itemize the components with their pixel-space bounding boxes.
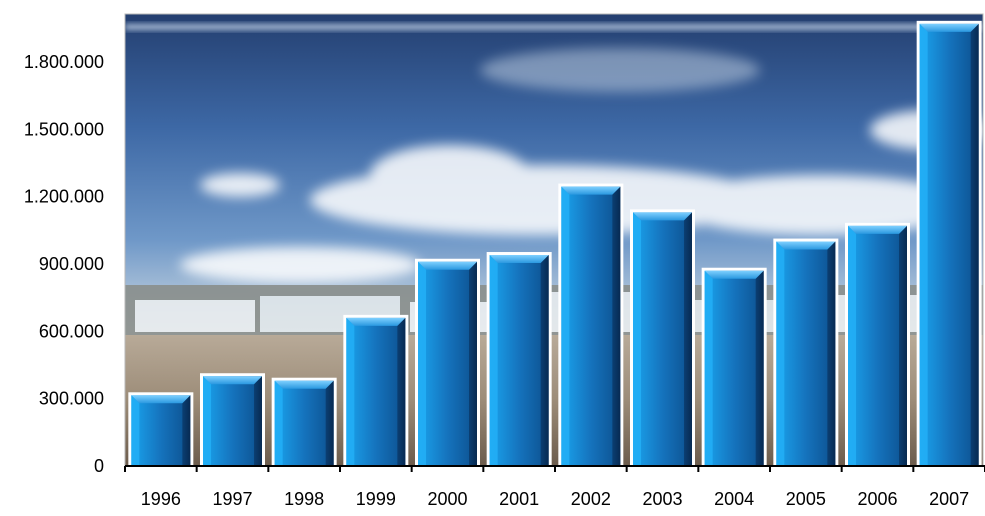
- y-tick-label: 1.200.000: [24, 187, 104, 207]
- bar: [558, 183, 624, 467]
- y-tick-label: 900.000: [39, 254, 104, 274]
- y-tick-label: 0: [94, 456, 104, 476]
- bar: [845, 222, 910, 466]
- background-photo: [125, 14, 983, 466]
- bar: [773, 238, 839, 466]
- bar: [271, 377, 337, 466]
- x-tick-label: 2006: [857, 489, 897, 509]
- y-tick-label: 1.800.000: [24, 52, 104, 72]
- x-tick-label: 2004: [714, 489, 754, 509]
- y-tick-label: 1.500.000: [24, 119, 104, 139]
- bar: [415, 258, 480, 466]
- x-tick-label: 2005: [786, 489, 826, 509]
- x-tick-label: 2007: [929, 489, 969, 509]
- bar: [200, 373, 265, 466]
- x-tick-label: 2002: [571, 489, 611, 509]
- x-tick-label: 2000: [427, 489, 467, 509]
- x-tick-label: 1997: [212, 489, 252, 509]
- x-tick-label: 2003: [642, 489, 682, 509]
- x-axis-ticks: [124, 466, 985, 472]
- y-axis-labels: 0 300.000 600.000 900.000 1.200.000 1.500.000…: [24, 52, 104, 476]
- x-tick-label: 1996: [141, 489, 181, 509]
- bar: [916, 20, 982, 466]
- y-tick-label: 600.000: [39, 321, 104, 341]
- bar: [701, 267, 767, 466]
- bars-group: [128, 20, 982, 467]
- x-tick-label: 2001: [499, 489, 539, 509]
- x-axis-labels: 1996 1997 1998 1999 2000 2001 2002 2003 2004 2005…: [141, 489, 969, 509]
- x-tick-label: 1998: [284, 489, 324, 509]
- bar: [128, 392, 194, 466]
- bar: [630, 209, 695, 466]
- bar: [343, 314, 409, 466]
- bar: [486, 252, 552, 466]
- x-tick-label: 1999: [356, 489, 396, 509]
- y-tick-label: 300.000: [39, 389, 104, 409]
